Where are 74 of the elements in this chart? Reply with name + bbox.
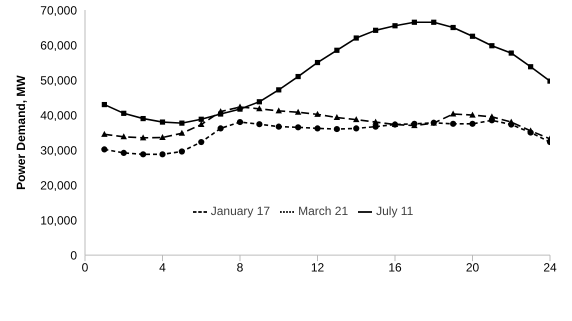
point xyxy=(450,120,456,127)
point xyxy=(334,126,340,132)
y-tick-label: 30,000 xyxy=(40,143,78,158)
point xyxy=(469,120,476,127)
point xyxy=(392,23,398,28)
y-tick-label: 0 xyxy=(70,248,78,262)
point xyxy=(256,99,262,104)
point xyxy=(218,111,224,117)
point xyxy=(159,151,166,158)
point xyxy=(431,20,436,25)
point xyxy=(101,146,108,152)
x-tick-label: 0 xyxy=(82,260,89,275)
y-tick-label: 20,000 xyxy=(40,178,78,192)
point xyxy=(236,118,244,126)
y-axis-title: Power Demand, MW xyxy=(14,74,28,190)
point xyxy=(160,119,166,125)
point xyxy=(314,125,321,132)
point xyxy=(276,107,282,114)
x-tick-label: 12 xyxy=(310,260,324,275)
point xyxy=(314,60,320,66)
point xyxy=(354,35,359,41)
point xyxy=(102,102,107,108)
y-tick-label: 10,000 xyxy=(40,213,78,228)
point xyxy=(508,50,514,56)
point xyxy=(528,64,534,70)
point xyxy=(178,148,185,155)
point xyxy=(276,124,282,130)
point xyxy=(140,116,146,122)
point xyxy=(256,105,263,112)
point xyxy=(373,28,378,33)
point xyxy=(334,114,340,120)
point xyxy=(412,20,417,25)
point xyxy=(528,129,534,136)
point xyxy=(179,120,184,126)
x-tick-label: 16 xyxy=(388,260,402,275)
y-tick-label: 40,000 xyxy=(40,108,78,122)
point xyxy=(178,130,186,136)
point xyxy=(294,108,302,115)
point xyxy=(256,121,262,128)
point xyxy=(140,151,146,158)
y-tick-label: 60,000 xyxy=(40,38,78,52)
point xyxy=(237,106,243,112)
point xyxy=(470,34,476,39)
point xyxy=(295,124,302,130)
x-tick-label: 20 xyxy=(466,260,480,275)
point xyxy=(450,24,456,30)
point xyxy=(353,116,360,122)
point xyxy=(296,74,301,80)
point xyxy=(489,43,494,48)
x-tick-label: 8 xyxy=(236,260,244,275)
legend-label: July 11 xyxy=(376,204,414,218)
point xyxy=(276,87,282,92)
point xyxy=(334,48,340,53)
x-tick-label: 4 xyxy=(159,260,166,275)
legend-label: March 21 xyxy=(298,204,348,218)
point xyxy=(140,134,146,140)
point xyxy=(159,134,166,140)
legend-label: January 17 xyxy=(210,204,270,218)
point xyxy=(120,150,127,156)
x-tick-label: 24 xyxy=(543,260,557,275)
y-tick-label: 70,000 xyxy=(40,3,78,18)
point xyxy=(469,112,476,118)
point xyxy=(101,130,108,137)
point xyxy=(450,110,456,117)
point xyxy=(314,110,321,117)
point xyxy=(120,133,127,140)
point xyxy=(121,110,126,116)
point xyxy=(353,125,360,132)
y-tick-label: 50,000 xyxy=(40,73,78,88)
point xyxy=(218,125,224,132)
point xyxy=(198,116,204,122)
point xyxy=(508,121,514,128)
point xyxy=(198,138,204,146)
point xyxy=(198,121,204,128)
